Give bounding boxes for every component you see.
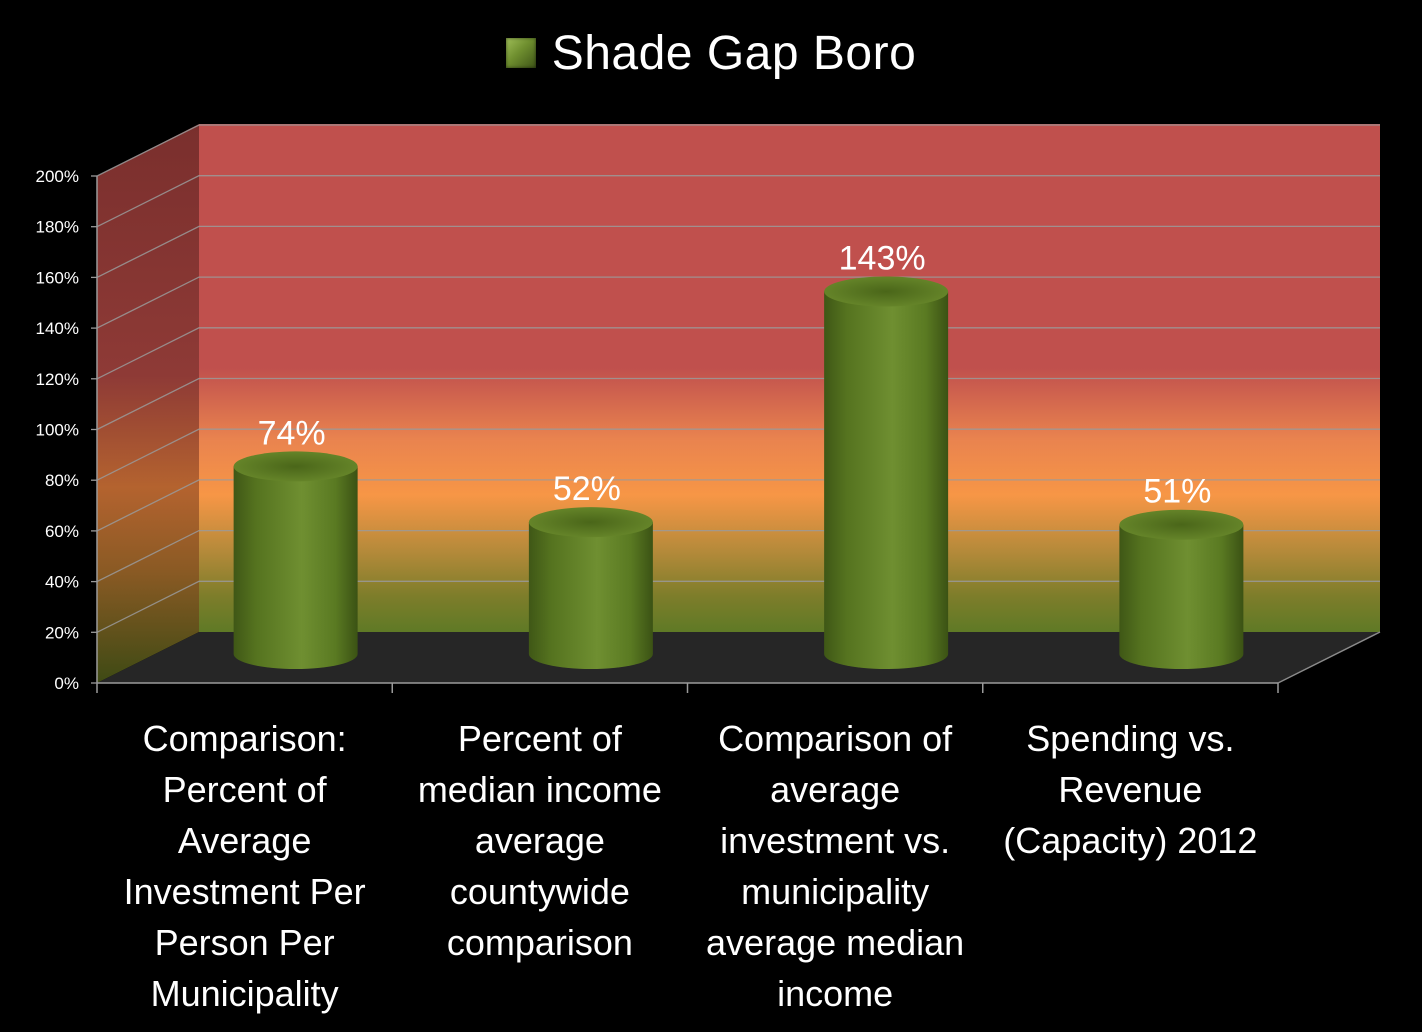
y-tick-label: 40% (45, 573, 79, 592)
y-axis: 0% 20% 40% 60% 80% 100% 120% 140% 160% 180% 200% (36, 167, 1279, 693)
y-tick-label: 140% (36, 319, 79, 338)
gridline (96, 276, 1380, 329)
y-tick-label: 200% (36, 167, 79, 186)
y-tick-label: 20% (45, 623, 79, 642)
y-tick-label: 120% (36, 370, 79, 389)
floor-right-edge (1277, 631, 1381, 684)
bar (528, 507, 653, 670)
bar-body (233, 466, 358, 670)
bars (233, 276, 1244, 670)
data-labels: 74% 52% 143% 51% (258, 239, 1212, 510)
bar-body (528, 522, 653, 670)
data-label: 74% (258, 414, 326, 452)
gridline (96, 327, 1380, 380)
legend: Shade Gap Boro (0, 18, 1422, 88)
y-tick-label: 80% (45, 471, 79, 490)
legend-label-series: Shade Gap Boro (551, 26, 917, 80)
bar-top (824, 276, 949, 307)
y-tick-label: 60% (45, 522, 79, 541)
gridlines (96, 124, 1380, 633)
data-label: 52% (553, 470, 621, 508)
data-label: 143% (839, 239, 926, 277)
bar-top (233, 451, 358, 482)
bar-body (1119, 524, 1244, 670)
gridline (96, 428, 1380, 481)
bar-top (528, 507, 653, 538)
x-tick-label: Comparison of average investment vs. mun… (706, 718, 965, 1014)
gridline (96, 377, 1380, 431)
y-tick-label: 180% (36, 218, 79, 237)
y-tick-label: 100% (36, 421, 79, 440)
bar-body (824, 291, 949, 670)
gridline (96, 580, 1380, 633)
bar-top (1119, 509, 1244, 540)
data-label: 51% (1143, 473, 1211, 511)
gridline (96, 225, 1380, 278)
y-tick-label: 160% (36, 268, 79, 287)
floor (97, 632, 1380, 683)
bar (824, 276, 949, 670)
x-tick-label: Percent of median income average countyw… (417, 718, 662, 963)
bar (1119, 509, 1244, 670)
bar (233, 451, 358, 670)
gridline (96, 124, 1380, 177)
gridline (96, 479, 1380, 532)
legend-swatch (505, 38, 536, 68)
gridline (96, 175, 1380, 228)
gridline (96, 529, 1380, 583)
x-tick-label: Comparison: Percent of Average Investmen… (123, 718, 366, 1014)
y-tick-label: 0% (54, 674, 79, 693)
x-tick-label: Spending vs. Revenue (Capacity) 2012 (1003, 718, 1258, 861)
